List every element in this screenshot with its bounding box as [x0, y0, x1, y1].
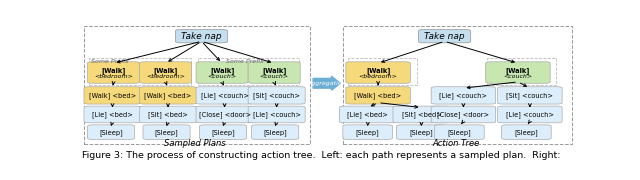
Text: [Sit] <couch>: [Sit] <couch>	[253, 92, 300, 99]
Text: <couch>: <couch>	[504, 74, 532, 79]
Text: Action Tree: Action Tree	[433, 139, 480, 148]
Bar	[89, 58, 191, 85]
FancyBboxPatch shape	[435, 125, 484, 139]
Text: Take nap: Take nap	[424, 32, 465, 41]
FancyBboxPatch shape	[88, 62, 140, 83]
Bar	[84, 26, 310, 144]
FancyBboxPatch shape	[339, 106, 396, 123]
Text: [Sleep]: [Sleep]	[99, 129, 123, 136]
Text: [Sleep]: [Sleep]	[515, 129, 538, 136]
FancyBboxPatch shape	[140, 106, 196, 123]
FancyBboxPatch shape	[252, 125, 299, 139]
Text: [Sleep]: [Sleep]	[211, 129, 235, 136]
FancyBboxPatch shape	[196, 106, 253, 123]
Text: <bedroom>: <bedroom>	[94, 74, 133, 79]
Text: [Close] <door>: [Close] <door>	[198, 111, 251, 118]
Text: [Sleep]: [Sleep]	[447, 129, 471, 136]
Text: [Walk] <bed>: [Walk] <bed>	[145, 92, 191, 99]
Text: [Walk]: [Walk]	[210, 67, 234, 74]
Text: <couch>: <couch>	[207, 74, 237, 79]
Text: [Walk] <bed>: [Walk] <bed>	[89, 92, 136, 99]
FancyBboxPatch shape	[396, 125, 446, 139]
FancyArrow shape	[313, 76, 340, 90]
Text: [Sit] <bed>: [Sit] <bed>	[148, 111, 188, 118]
Bar	[343, 26, 572, 144]
Text: [Lie] <bed>: [Lie] <bed>	[92, 111, 133, 118]
Text: [Sleep]: [Sleep]	[263, 129, 287, 136]
FancyBboxPatch shape	[346, 62, 410, 83]
FancyBboxPatch shape	[84, 106, 141, 123]
Text: [Sit] <bed>: [Sit] <bed>	[401, 111, 442, 118]
Bar	[198, 58, 300, 85]
Text: [Close] <door>: [Close] <door>	[437, 111, 490, 118]
FancyBboxPatch shape	[248, 87, 305, 104]
Text: [Sit] <couch>: [Sit] <couch>	[506, 92, 554, 99]
FancyBboxPatch shape	[140, 62, 191, 83]
Text: Take nap: Take nap	[181, 32, 222, 41]
Text: [Sleep]: [Sleep]	[410, 129, 433, 136]
Text: [Lie] <bed>: [Lie] <bed>	[348, 111, 388, 118]
FancyBboxPatch shape	[175, 30, 228, 43]
Text: <bedroom>: <bedroom>	[358, 74, 397, 79]
Text: [Walk] <bed>: [Walk] <bed>	[355, 92, 402, 99]
Text: [Lie] <couch>: [Lie] <couch>	[200, 92, 248, 99]
FancyBboxPatch shape	[431, 87, 495, 104]
Bar	[348, 58, 417, 85]
FancyBboxPatch shape	[196, 62, 248, 83]
FancyBboxPatch shape	[502, 125, 551, 139]
FancyBboxPatch shape	[200, 125, 246, 139]
Bar	[486, 58, 556, 85]
FancyBboxPatch shape	[343, 125, 392, 139]
Text: <bedroom>: <bedroom>	[146, 74, 185, 79]
FancyBboxPatch shape	[248, 106, 305, 123]
Text: [Lie] <couch>: [Lie] <couch>	[506, 111, 554, 118]
Text: [Walk]: [Walk]	[262, 67, 286, 74]
Text: Sampled Plans: Sampled Plans	[164, 139, 226, 148]
Text: [Walk]: [Walk]	[154, 67, 178, 74]
Text: <couch>: <couch>	[260, 74, 289, 79]
FancyBboxPatch shape	[84, 87, 141, 104]
Text: [Sleep]: [Sleep]	[356, 129, 380, 136]
FancyBboxPatch shape	[431, 106, 495, 123]
Text: [Sleep]: [Sleep]	[155, 129, 179, 136]
FancyBboxPatch shape	[486, 62, 550, 83]
Text: Figure 3: The process of constructing action tree.  Left: each path represents a: Figure 3: The process of constructing ac…	[83, 151, 561, 160]
Text: Aggregation: Aggregation	[307, 81, 346, 86]
FancyBboxPatch shape	[196, 87, 253, 104]
Text: [Walk]: [Walk]	[506, 67, 530, 74]
FancyBboxPatch shape	[143, 125, 190, 139]
FancyBboxPatch shape	[419, 30, 470, 43]
FancyBboxPatch shape	[140, 87, 196, 104]
Text: [Walk]: [Walk]	[101, 67, 125, 74]
Text: Some Prefix: Some Prefix	[227, 59, 264, 64]
FancyBboxPatch shape	[498, 106, 562, 123]
FancyBboxPatch shape	[346, 87, 410, 104]
FancyBboxPatch shape	[88, 125, 134, 139]
FancyBboxPatch shape	[393, 106, 450, 123]
Text: [Lie] <couch>: [Lie] <couch>	[440, 92, 488, 99]
Text: [Lie] <couch>: [Lie] <couch>	[253, 111, 301, 118]
Text: Some Prefix: Some Prefix	[91, 59, 129, 64]
FancyBboxPatch shape	[498, 87, 562, 104]
Text: [Walk]: [Walk]	[366, 67, 390, 74]
FancyBboxPatch shape	[248, 62, 300, 83]
